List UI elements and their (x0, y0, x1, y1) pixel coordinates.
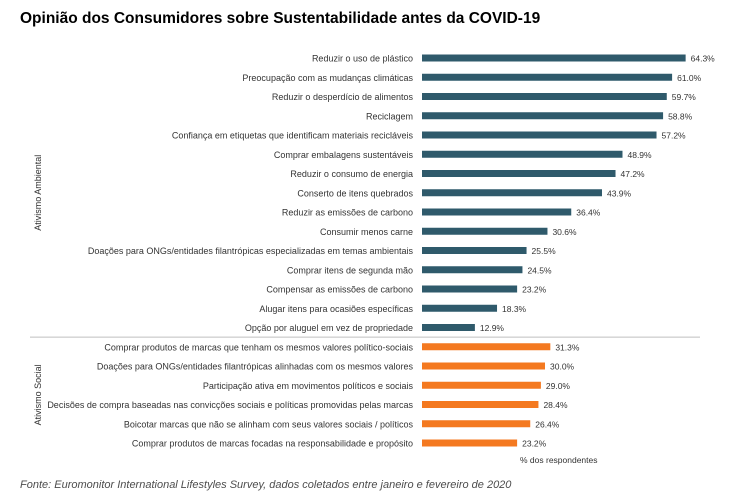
chart-title: Opinião dos Consumidores sobre Sustentab… (20, 10, 541, 27)
category-label: Alugar itens para ocasiões específicas (259, 304, 413, 314)
data-label: 26.4% (535, 419, 560, 429)
bar (422, 420, 531, 428)
bar (422, 247, 527, 254)
category-label: Reciclagem (366, 111, 413, 121)
bar (422, 439, 518, 447)
bar (422, 73, 673, 81)
category-label: Doações para ONGs/entidades filantrópica… (97, 362, 414, 372)
bar (422, 381, 541, 389)
bar (422, 401, 539, 408)
category-label: Comprar produtos de marcas focadas na re… (132, 439, 413, 449)
data-label: 64.3% (691, 54, 716, 64)
data-label: 48.9% (627, 150, 652, 160)
data-label: 23.2% (522, 439, 547, 449)
bar (422, 285, 518, 293)
data-label: 31.3% (555, 342, 580, 352)
bar (422, 208, 572, 216)
bar (422, 112, 664, 120)
data-label: 30.0% (550, 362, 575, 372)
data-label: 47.2% (621, 169, 646, 179)
category-label: Confiança em etiquetas que identificam m… (172, 131, 414, 141)
data-label: 57.2% (662, 131, 687, 141)
bar (422, 324, 475, 331)
data-label: 43.9% (607, 188, 632, 198)
x-axis-label: % dos respondentes (520, 455, 598, 465)
bar (422, 304, 498, 312)
bar (422, 227, 548, 235)
category-label: Reduzir o uso de plástico (312, 54, 413, 64)
category-label: Opção por aluguel em vez de propriedade (245, 323, 413, 333)
category-label: Consumir menos carne (320, 227, 413, 237)
bar (422, 343, 551, 351)
source-note: Fonte: Euromonitor International Lifesty… (20, 479, 512, 491)
category-label: Comprar itens de segunda mão (287, 265, 413, 275)
category-label: Reduzir as emissões de carbono (282, 208, 413, 218)
category-label: Conserto de itens quebrados (297, 188, 413, 198)
bar (422, 170, 616, 177)
data-label: 28.4% (543, 400, 568, 410)
category-label: Boicotar marcas que não se alinham com s… (124, 419, 414, 429)
category-label: Comprar embalagens sustentáveis (274, 150, 414, 160)
data-label: 24.5% (527, 265, 552, 275)
group-label: Ativismo Social (33, 364, 43, 425)
data-label: 58.8% (668, 111, 693, 121)
bar (422, 54, 686, 62)
category-label: Decisões de compra baseadas nas convicçõ… (47, 400, 413, 410)
bar (422, 150, 623, 158)
data-label: 36.4% (576, 208, 601, 218)
data-label: 59.7% (672, 92, 697, 102)
category-label: Preocupação com as mudanças climáticas (242, 73, 413, 83)
data-label: 61.0% (677, 73, 702, 83)
data-label: 12.9% (480, 323, 505, 333)
bar (422, 266, 523, 274)
bar (422, 93, 667, 100)
data-label: 30.6% (552, 227, 577, 237)
bar (422, 131, 657, 139)
group-label: Ativismo Ambiental (33, 155, 43, 231)
category-label: Doações para ONGs/entidades filantrópica… (88, 246, 414, 256)
category-label: Comprar produtos de marcas que tenham os… (104, 342, 413, 352)
data-label: 23.2% (522, 285, 547, 295)
data-label: 18.3% (502, 304, 527, 314)
category-label: Reduzir o consumo de energia (290, 169, 413, 179)
bar-chart: Reduzir o uso de plástico 64.3% Preocupaçã… (30, 54, 716, 465)
category-label: Compensar as emissões de carbono (266, 285, 413, 295)
bar (422, 189, 602, 197)
bar (422, 362, 545, 370)
category-label: Participação ativa em movimentos polític… (203, 381, 414, 391)
data-label: 29.0% (546, 381, 571, 391)
category-label: Reduzir o desperdício de alimentos (272, 92, 414, 102)
data-label: 25.5% (532, 246, 557, 256)
